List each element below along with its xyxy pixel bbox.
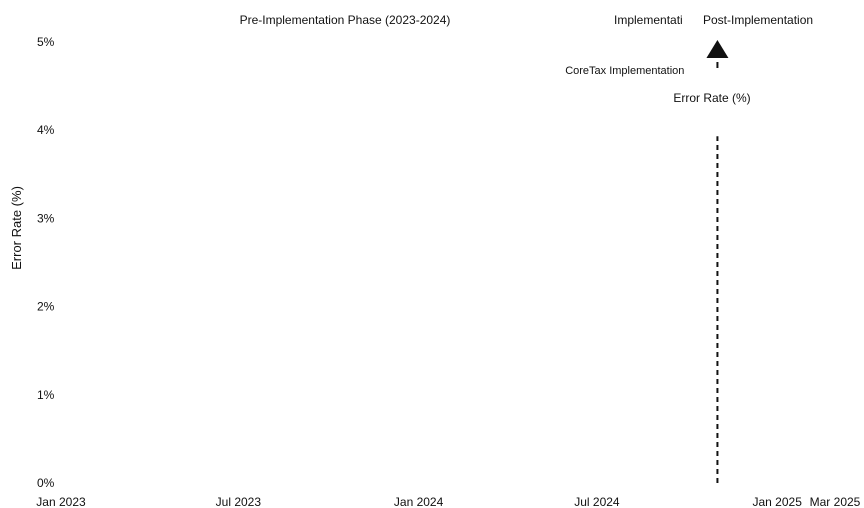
y-tick-label: 4% <box>37 123 55 137</box>
phase-labels: Pre-Implementation Phase (2023-2024) Imp… <box>240 13 813 27</box>
legend-entry-error-rate: Error Rate (%) <box>673 91 750 105</box>
x-tick-label: Mar 2025 <box>810 495 861 508</box>
x-tick-label: Jan 2025 <box>752 495 802 508</box>
y-axis-label: Error Rate (%) <box>9 186 24 270</box>
y-tick-label: 2% <box>37 300 55 314</box>
phase-label-post-implementation: Post-Implementation <box>703 13 813 27</box>
x-axis-ticks: Jan 2023 Jul 2023 Jan 2024 Jul 2024 Jan 2025… <box>36 495 860 508</box>
x-tick-label: Jan 2023 <box>36 495 86 508</box>
y-tick-label: 3% <box>37 211 55 225</box>
y-tick-label: 5% <box>37 35 55 49</box>
x-tick-label: Jan 2024 <box>394 495 444 508</box>
phase-label-pre-implementation: Pre-Implementation Phase (2023-2024) <box>240 13 451 27</box>
event-label: CoreTax Implementation <box>565 65 684 77</box>
y-tick-label: 1% <box>37 388 55 402</box>
event-arrow-head <box>706 40 729 58</box>
phase-label-implementation: Implementati <box>614 13 683 27</box>
event-marker: CoreTax Implementation <box>565 40 729 483</box>
y-axis-ticks: 0% 1% 2% 3% 4% 5% <box>37 35 55 490</box>
x-tick-label: Jul 2023 <box>216 495 262 508</box>
y-tick-label: 0% <box>37 476 55 490</box>
x-tick-label: Jul 2024 <box>574 495 620 508</box>
